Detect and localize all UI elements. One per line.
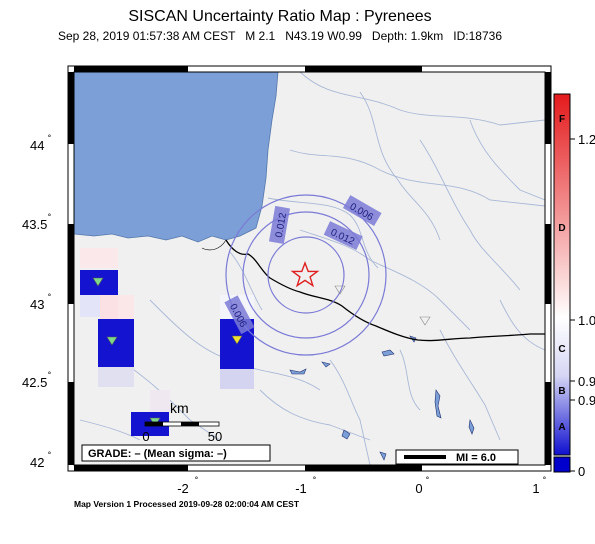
station-triangle <box>92 277 104 287</box>
scale-bar: km 0 50 <box>142 400 222 444</box>
svg-text:˚: ˚ <box>426 476 429 488</box>
station-triangle <box>231 335 243 345</box>
map-frame <box>67 65 552 472</box>
lat-label: 42.5 <box>22 375 47 390</box>
uncertainty-cells <box>80 248 254 436</box>
country-border <box>225 239 545 342</box>
svg-text:˚: ˚ <box>48 371 51 383</box>
grade-box: GRADE: – (Mean sigma: –) <box>81 444 271 462</box>
processing-footer: Map Version 1 Processed 2019-09-28 02:00… <box>74 499 300 509</box>
grade-letter: D <box>558 223 565 234</box>
colorbar-bottom-swatch <box>553 456 571 473</box>
svg-text:km: km <box>170 400 189 416</box>
latitude-labels: 44 ˚ 43.5 ˚ 43 ˚ 42.5 ˚ 42 ˚ <box>22 134 51 470</box>
lat-label: 43 <box>30 297 44 312</box>
contour-label-1: 0.012 <box>268 205 291 244</box>
lat-label: 43.5 <box>22 217 47 232</box>
colorbar-value: 1.2 <box>578 132 595 147</box>
colorbar-value: 0.9 <box>578 374 595 389</box>
cell-high-2 <box>98 319 134 367</box>
event-info: Sep 28, 2019 01:57:38 AM CEST M 2.1 N43.… <box>57 29 503 43</box>
grade-letter: C <box>558 344 565 355</box>
svg-text:˚: ˚ <box>48 134 51 146</box>
svg-text:50: 50 <box>208 429 222 444</box>
svg-text:˚: ˚ <box>313 476 316 488</box>
lon-label: 1 <box>532 481 539 496</box>
grade-letter: B <box>558 386 565 397</box>
station-triangle <box>334 285 346 295</box>
map-area: 0.012 0.006 0.012 0.006 km <box>74 72 545 465</box>
colorbar-value: 0.9 <box>578 393 595 408</box>
epicenter-star <box>290 261 320 288</box>
sea-area <box>74 72 279 243</box>
lon-label: -2 <box>177 481 189 496</box>
magnitude-legend: MI = 6.0 <box>395 449 519 465</box>
svg-text:˚: ˚ <box>543 476 546 488</box>
colorbar-value: 1.0 <box>578 313 595 328</box>
grade-letter: A <box>558 422 565 433</box>
svg-text:˚: ˚ <box>48 213 51 225</box>
station-triangle <box>106 336 118 346</box>
colorbar-value: 0 <box>578 464 585 479</box>
grade-letter: F <box>559 114 565 125</box>
station-triangle <box>419 316 431 326</box>
svg-text:MI = 6.0: MI = 6.0 <box>456 452 496 464</box>
colorbar: 1.2 1.0 0.9 0.9 0 F D C B A <box>553 93 595 479</box>
rivers <box>79 72 545 465</box>
svg-text:0: 0 <box>142 429 149 444</box>
svg-text:0.012: 0.012 <box>274 212 289 239</box>
svg-text:˚: ˚ <box>195 476 198 488</box>
lon-label: -1 <box>295 481 307 496</box>
svg-text:˚: ˚ <box>48 293 51 305</box>
uncertainty-contours <box>225 194 387 356</box>
lat-label: 42 <box>30 455 44 470</box>
longitude-labels: -2 ˚ -1 ˚ 0 ˚ 1 ˚ <box>177 476 546 496</box>
lat-label: 44 <box>30 138 44 153</box>
map-title: SISCAN Uncertainty Ratio Map : Pyrenees <box>128 8 432 25</box>
lon-label: 0 <box>415 481 422 496</box>
svg-text:˚: ˚ <box>48 451 51 463</box>
svg-text:GRADE: – (Mean sigma: –): GRADE: – (Mean sigma: –) <box>88 448 227 460</box>
